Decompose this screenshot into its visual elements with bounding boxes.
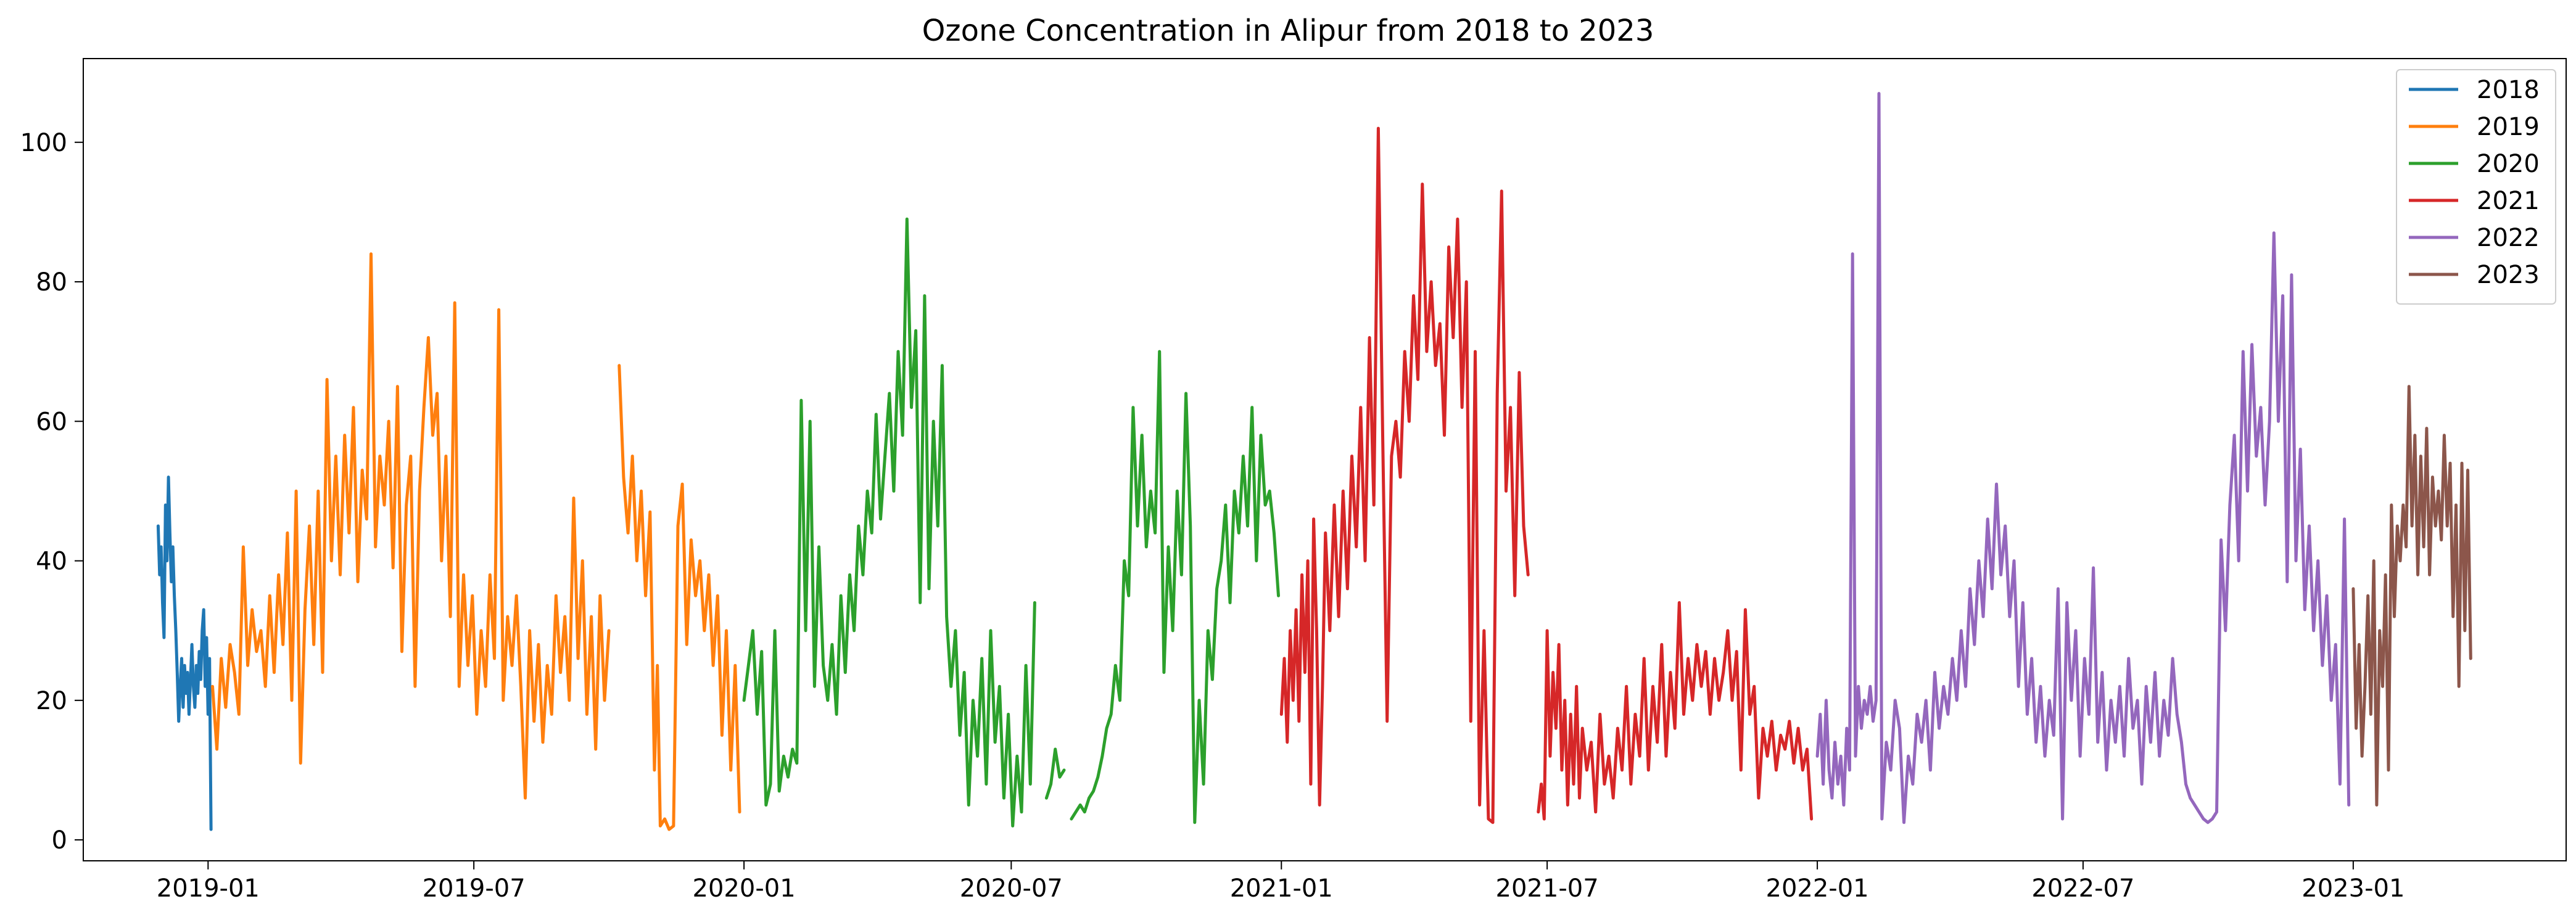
series-line-2023-segment-1: [2351, 385, 2472, 807]
y-tick-label: 80: [36, 268, 67, 297]
series-line-2020-segment-3: [1070, 350, 1280, 824]
legend-label: 2023: [2477, 261, 2540, 289]
series-line-2021-segment-2: [1537, 601, 1814, 821]
y-tick-label: 100: [20, 129, 67, 157]
series-line-2019-segment-1: [211, 252, 611, 800]
x-tick-label: 2022-01: [1766, 874, 1869, 903]
x-tick-label: 2021-01: [1230, 874, 1333, 903]
legend-label: 2022: [2477, 224, 2540, 252]
y-axis: 0 20 40 60 80 100: [20, 129, 83, 855]
y-tick-label: 0: [52, 826, 67, 855]
legend-label: 2018: [2477, 76, 2540, 104]
x-tick-label: 2023-01: [2301, 874, 2405, 903]
series-line-2018-segment-1: [156, 475, 213, 831]
y-tick-label: 60: [36, 408, 67, 436]
legend-label: 2019: [2477, 113, 2540, 141]
x-axis: 2019-01 2019-07 2020-01 2020-07 2021-01 2021-…: [157, 861, 2405, 903]
legend-item-2018: 2018: [2409, 76, 2540, 104]
legend: 2018 2019 2020 2021 2022 2023: [2396, 69, 2556, 305]
series-line-2020-segment-1: [742, 217, 1036, 828]
series-line-2019-segment-2: [617, 364, 741, 831]
series-line-2021-segment-1: [1279, 126, 1530, 824]
series-2019: [211, 252, 741, 831]
series-2018: [156, 475, 213, 831]
series-layer: [156, 92, 2472, 831]
x-tick-label: 2020-01: [693, 874, 796, 903]
legend-label: 2021: [2477, 187, 2540, 215]
plot-frame: [83, 58, 2567, 861]
series-line-2020-segment-2: [1044, 747, 1066, 800]
chart-title: Ozone Concentration in Alipur from 2018 …: [922, 14, 1654, 48]
series-2020: [742, 217, 1280, 828]
series-2022: [1815, 92, 2351, 824]
x-tick-label: 2019-07: [423, 874, 526, 903]
series-2023: [2351, 385, 2472, 807]
y-tick-label: 20: [36, 687, 67, 715]
series-line-2022-segment-1: [1815, 92, 2351, 824]
series-2021: [1279, 126, 1814, 824]
legend-item-2023: 2023: [2409, 261, 2540, 289]
legend-item-2022: 2022: [2409, 224, 2540, 252]
legend-item-2021: 2021: [2409, 187, 2540, 215]
legend-box: [2396, 69, 2556, 305]
legend-item-2019: 2019: [2409, 113, 2540, 141]
x-tick-label: 2021-07: [1496, 874, 1599, 903]
legend-label: 2020: [2477, 150, 2540, 178]
x-tick-label: 2019-01: [157, 874, 260, 903]
x-tick-label: 2020-07: [960, 874, 1063, 903]
y-tick-label: 40: [36, 548, 67, 576]
legend-item-2020: 2020: [2409, 150, 2540, 178]
x-tick-label: 2022-07: [2031, 874, 2134, 903]
